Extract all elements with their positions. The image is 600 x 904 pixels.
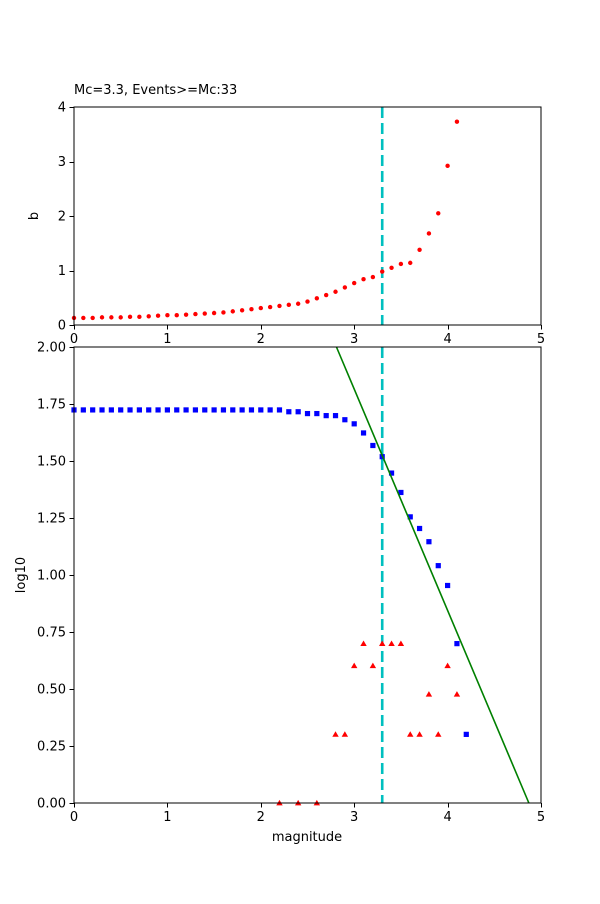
bottom-y-axis-label: log10 <box>14 557 29 593</box>
axes-frame <box>73 106 542 326</box>
x-axis-label: magnitude <box>272 830 342 845</box>
y-tick-label: 1.50 <box>37 455 66 470</box>
x-tick-label: 3 <box>350 332 358 347</box>
x-tick-label: 1 <box>163 332 171 347</box>
y-tick-label: 1.25 <box>37 512 66 527</box>
x-tick-label: 1 <box>163 810 171 825</box>
x-tick-label: 5 <box>537 332 545 347</box>
y-tick-label: 2.00 <box>37 341 66 356</box>
x-tick-label: 0 <box>70 332 78 347</box>
x-tick-label: 4 <box>443 810 451 825</box>
x-tick-label: 3 <box>350 810 358 825</box>
top-plot-b-value: 0 1 2 3 4 5 0 1 2 3 4 <box>58 101 545 348</box>
y-tick-label: 0.75 <box>37 626 66 641</box>
y-tick-label: 0.25 <box>37 740 66 755</box>
y-tick-label: 0.00 <box>37 797 66 812</box>
y-tick-label: 3 <box>58 155 66 170</box>
y-tick-label: 2 <box>58 210 66 225</box>
x-tick-label: 2 <box>257 810 265 825</box>
x-tick-label: 5 <box>537 810 545 825</box>
y-tick-label: 0 <box>58 319 66 334</box>
x-tick-label: 0 <box>70 810 78 825</box>
y-tick-label: 4 <box>58 101 66 116</box>
y-tick-label: 1.00 <box>37 569 66 584</box>
x-tick-label: 4 <box>443 332 451 347</box>
b-value-vs-cutoff-magnitude <box>71 119 460 321</box>
top-y-axis-label: b <box>27 212 42 220</box>
gutenberg-richter-fit-line <box>335 346 530 804</box>
bottom-plot-fmd: 0 1 2 3 4 5 0.00 0.25 0.50 0.75 1.00 1.25 1.50 1.75 2.… <box>37 341 545 826</box>
y-tick-label: 1.75 <box>37 398 66 413</box>
figure-title: Mc=3.3, Events>=Mc:33 <box>74 83 237 98</box>
x-tick-label: 2 <box>257 332 265 347</box>
log10-events-per-magnitude-bin <box>276 640 461 806</box>
y-tick-label: 0.50 <box>37 683 66 698</box>
y-tick-label: 1 <box>58 264 66 279</box>
log10-cumulative-events-magnitude <box>71 407 469 737</box>
